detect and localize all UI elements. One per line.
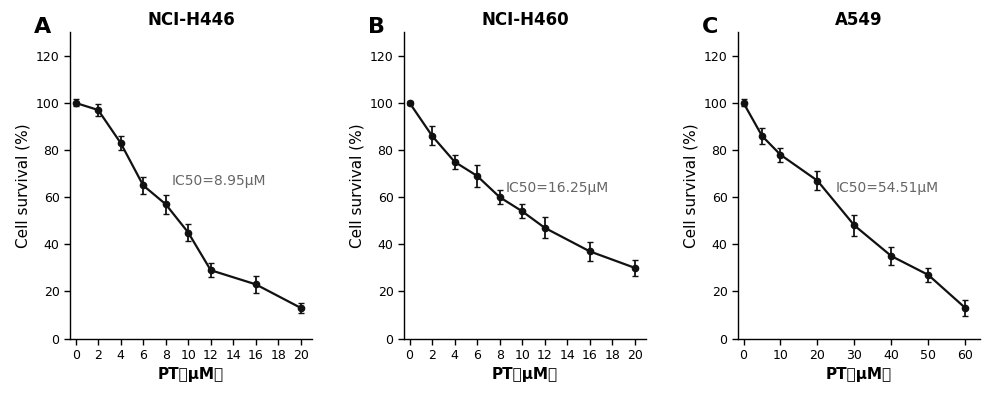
Title: A549: A549	[835, 11, 883, 29]
Title: NCI-H446: NCI-H446	[147, 11, 235, 29]
Y-axis label: Cell survival (%): Cell survival (%)	[15, 123, 30, 248]
Text: IC50=16.25μM: IC50=16.25μM	[505, 181, 609, 195]
Title: NCI-H460: NCI-H460	[481, 11, 569, 29]
X-axis label: PT（μM）: PT（μM）	[158, 368, 224, 382]
X-axis label: PT（μM）: PT（μM）	[826, 368, 892, 382]
X-axis label: PT（μM）: PT（μM）	[492, 368, 558, 382]
Y-axis label: Cell survival (%): Cell survival (%)	[683, 123, 698, 248]
Text: A: A	[34, 17, 51, 37]
Text: IC50=54.51μM: IC50=54.51μM	[836, 181, 939, 195]
Y-axis label: Cell survival (%): Cell survival (%)	[349, 123, 364, 248]
Text: C: C	[702, 17, 718, 37]
Text: B: B	[368, 17, 385, 37]
Text: IC50=8.95μM: IC50=8.95μM	[171, 174, 266, 188]
